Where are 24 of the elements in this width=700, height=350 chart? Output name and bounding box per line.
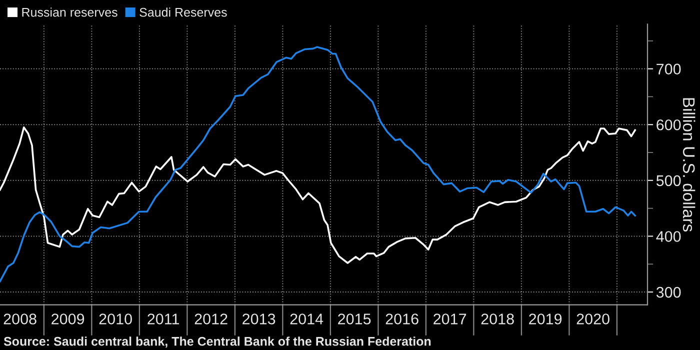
y-tick-label: 300 xyxy=(656,286,681,298)
x-tick-label: 2009 xyxy=(52,314,84,324)
source-note: Source: Saudi central bank, The Central Bank of the Russian Federation xyxy=(4,336,431,348)
x-tick-label: 2016 xyxy=(386,314,418,324)
y-tick-label: 700 xyxy=(656,64,681,74)
x-tick-label: 2018 xyxy=(481,314,514,324)
legend-label: Saudi Reserves xyxy=(140,8,227,17)
y-axis-title: Billion U.S. dollars xyxy=(682,98,696,232)
x-tick-label: 2014 xyxy=(290,314,324,324)
x-tick-label: 2008 xyxy=(4,314,36,324)
line-series xyxy=(0,46,636,282)
legend-label: Russian reserves xyxy=(22,8,118,17)
x-tick-label: 2013 xyxy=(242,314,276,324)
x-tick-label: 2020 xyxy=(576,314,610,324)
x-tick-label: 2011 xyxy=(148,314,179,324)
x-tick-label: 2019 xyxy=(529,314,562,324)
y-tick-label: 600 xyxy=(656,119,681,130)
x-tick-label: 2010 xyxy=(99,314,132,324)
y-tick-label: 500 xyxy=(656,175,681,186)
x-tick-label: 2015 xyxy=(338,314,371,324)
x-tick-label: 2017 xyxy=(434,314,466,324)
y-tick-label: 400 xyxy=(656,231,681,242)
x-tick-label: 2012 xyxy=(194,314,228,324)
line-series xyxy=(0,126,636,264)
